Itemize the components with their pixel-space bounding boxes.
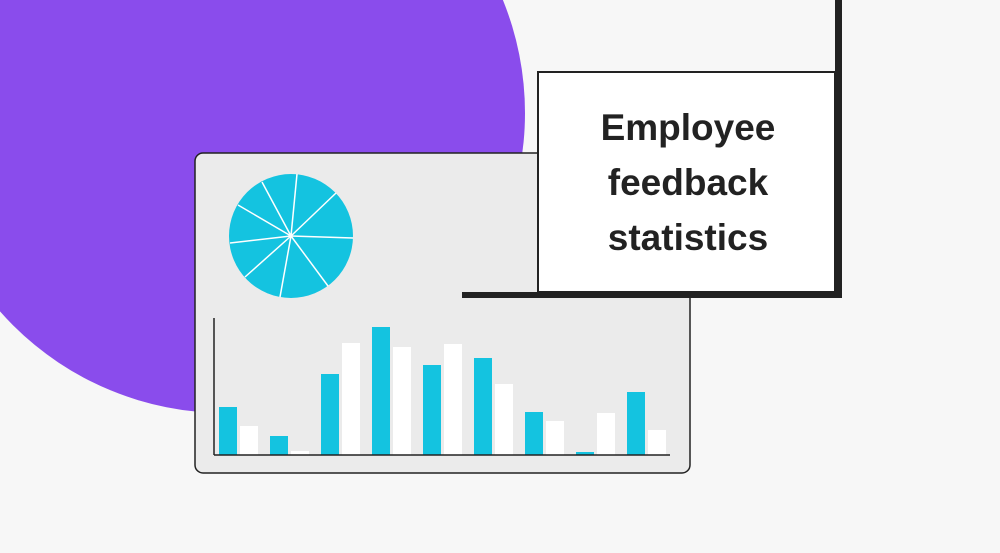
card-shadow xyxy=(462,292,842,298)
title-line: Employee xyxy=(601,107,776,148)
white-bars xyxy=(240,343,666,455)
blue-bars xyxy=(219,327,645,455)
title-line: statistics xyxy=(608,217,768,258)
title-line: feedback xyxy=(608,162,769,203)
card-shadow xyxy=(835,0,842,298)
pie-dividers xyxy=(229,173,354,298)
pie-icon xyxy=(229,173,354,298)
card xyxy=(537,71,836,293)
title-card: Employee feedback statistics xyxy=(462,0,842,298)
bar-icon xyxy=(213,318,670,456)
